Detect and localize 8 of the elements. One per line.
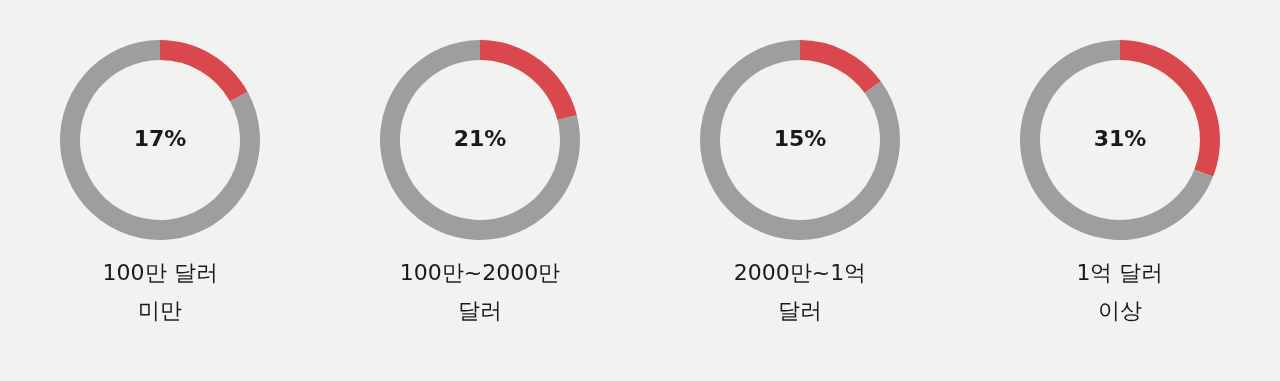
text: 15% xyxy=(773,125,827,151)
text: 17% xyxy=(133,125,187,151)
text: 100만 달러 미만 xyxy=(102,259,218,323)
text: 1억 달러 이상 xyxy=(1076,259,1164,323)
text: 31% xyxy=(1093,125,1147,151)
text: 21% xyxy=(453,125,507,151)
text: 2000만~1억 달러 xyxy=(733,259,867,323)
text: 100만~2000만 달러 xyxy=(399,259,561,323)
